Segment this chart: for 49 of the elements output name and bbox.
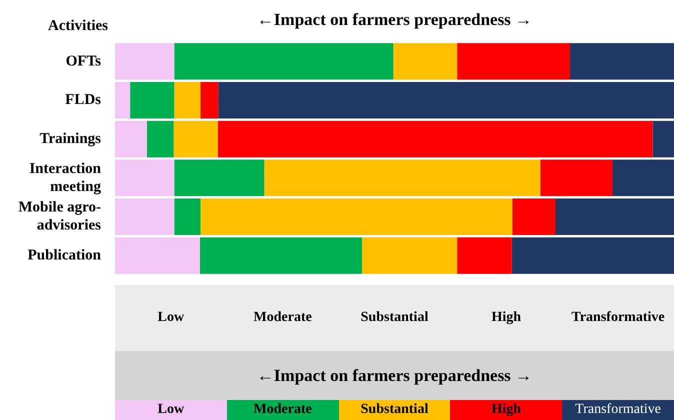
y-tick-label: Mobile agro-advisories	[18, 200, 102, 234]
bar	[652, 120, 674, 158]
bar	[218, 120, 653, 158]
bar	[115, 237, 200, 274]
text: Transformative	[562, 400, 674, 420]
bar	[457, 237, 512, 274]
bar	[264, 160, 540, 196]
bar	[570, 43, 674, 80]
text: ←Impact on farmers preparedness →	[115, 351, 674, 400]
y-tick-label: Trainings	[40, 130, 102, 147]
text: High	[490, 310, 522, 326]
bar	[612, 160, 674, 196]
bar	[174, 43, 394, 80]
bar	[115, 120, 147, 158]
y-tick-label: Interaction meeting	[29, 160, 102, 195]
bar	[218, 82, 674, 118]
bar	[174, 160, 264, 196]
bar	[115, 82, 130, 118]
bar	[362, 237, 458, 274]
bar	[512, 198, 556, 235]
bar	[540, 160, 613, 196]
bar	[555, 198, 674, 235]
bar	[115, 43, 174, 80]
bar	[115, 198, 174, 235]
bar	[174, 198, 201, 235]
text: Moderate	[226, 400, 339, 420]
bar	[200, 237, 362, 274]
bar	[146, 120, 174, 158]
text: Low	[156, 310, 186, 326]
chart-title: ←Impact on farmers preparedness →	[256, 10, 534, 30]
bar	[393, 43, 458, 80]
bar	[200, 198, 512, 235]
text: Transformative	[570, 310, 666, 326]
text: Substantial	[338, 400, 450, 420]
text: Low	[115, 400, 227, 420]
bar	[130, 82, 174, 118]
y-tick-label: Publication	[28, 247, 102, 264]
bar	[174, 120, 218, 158]
text: High	[450, 400, 562, 420]
text: Moderate	[252, 310, 313, 326]
y-tick-label: FLDs	[65, 92, 102, 108]
bar	[200, 82, 218, 118]
y-axis-title: Activities	[47, 18, 108, 35]
y-tick-label: OFTs	[66, 53, 102, 70]
bar	[174, 82, 201, 118]
text: Substantial	[360, 310, 430, 326]
bar	[512, 237, 674, 274]
bar	[457, 43, 570, 80]
bar	[115, 160, 174, 196]
